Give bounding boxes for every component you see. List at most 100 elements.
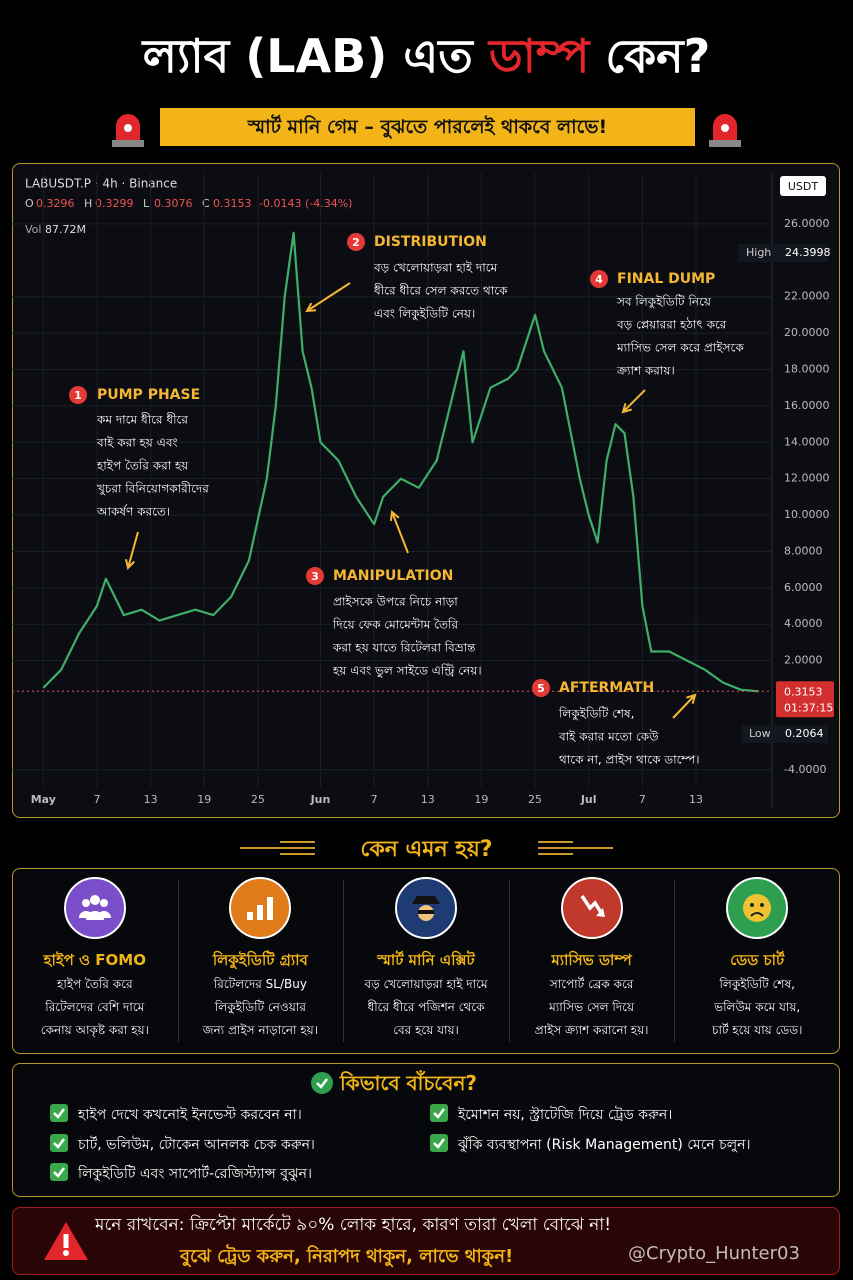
annotation-text: থাকে না, প্রাইস থাকে ডাম্পে। [559,753,700,767]
icon [63,877,126,939]
last-price: 0.3153 [784,685,823,698]
annotation-text: লিকুইডিটি শেষ, [558,707,634,722]
annotation-title: PUMP PHASE [97,387,200,403]
x-tick-label: 13 [689,793,703,806]
tip-text: ইমোশন নয়, স্ট্রাটেজি দিয়ে ট্রেড করুন। [458,1107,673,1123]
tip-text: ঝুঁকি ব্যবস্থাপনা (Risk Management) মেনে… [458,1137,751,1153]
annotation-badge [532,679,550,697]
card-divider [508,880,510,1042]
card-text: রিটেলদের SL/Buy [213,977,307,991]
card-text: লিকুইডিটি নেওয়ার [214,1000,306,1014]
card-icon [560,876,624,940]
annotation-text: হাইপ তৈরি করা হয় [96,459,189,473]
card-text: রিটেলদের বেশি দামে [45,1000,145,1014]
annotation-text: আকর্ষণ করতে। [96,505,170,519]
chart-panel [12,163,840,818]
annotation-arrow [621,389,646,414]
y-tick-label: 10.0000 [784,508,830,521]
section-title: কেন এমন হয়? [360,837,493,862]
annotation-badge [69,386,87,404]
title-part: কেন? [605,29,711,83]
section-decoration [240,841,613,855]
card-divider [674,880,676,1042]
icon [229,877,292,939]
tip-check [430,1104,448,1122]
volume-label: Vol [25,223,41,236]
card-icon [63,876,127,940]
title-highlight: ডাম্প [488,29,590,83]
currency: USDT [788,180,819,193]
annotation-badge [306,567,324,585]
annotation-text: খুচরা বিনিয়োগকারীদের [97,482,209,497]
check-glyph [53,1138,65,1149]
annotation-text: ক্র্যাশ করায়। [616,364,675,378]
ohlc-label: H [84,197,92,210]
ohlc-value: 0.3153 [213,197,252,210]
icon [726,877,789,939]
check-glyph [53,1167,65,1178]
tip-text: চার্ট, ভলিউম, টোকেন আনলক চেক করুন। [78,1137,315,1153]
card-divider [177,880,179,1042]
ohlc-value: 0.3296 [36,197,75,210]
x-tick-label: Jun [310,793,331,806]
card-text: ধীরে ধীরে পজিশন থেকে [367,1000,485,1014]
annotation-text: ধীরে ধীরে সেল করতে থাকে [374,284,508,298]
card-icon [394,876,458,940]
low-label: Low [749,727,771,740]
tips-title: কিভাবে বাঁচবেন? [340,1071,477,1095]
annotation-text: এবং লিকুইডিটি নেয়। [374,307,475,322]
card-text: ম্যাসিভ সেল দিয়ে [549,1000,635,1014]
y-tick-label: 18.0000 [784,362,830,375]
subtitle: স্মার্ট মানি গেম – বুঝতে পারলেই থাকবে লা… [160,108,695,146]
ohlc-label: L [143,197,150,210]
card-text: হাইপ তৈরি করে [57,977,133,991]
ohlc-value: 0.3299 [95,197,134,210]
change: -0.0143 (-4.34%) [259,197,352,210]
card-title: হাইপ ও FOMO [43,951,146,969]
symbol: LABUSDT.P · 4h · Binance [25,177,177,191]
card-text: বের হয়ে যায়। [393,1023,459,1037]
x-tick-label: 7 [93,793,100,806]
title: ল্যাব (LAB) এত ডাম্প কেন? [0,22,853,98]
currency-box [780,176,826,196]
annotation-text: বড় খেলোয়াড়রা হাই দামে [373,261,498,275]
y-tick-label: 4.0000 [784,617,823,630]
y-tick-label: -4.0000 [784,763,826,776]
y-tick-label: 26.0000 [784,217,830,230]
title-part: ল্যাব (LAB) এত [142,29,473,83]
annotation-title: FINAL DUMP [617,271,715,287]
annotation-title: DISTRIBUTION [374,234,487,250]
ohlc-value: 0.3076 [154,197,193,210]
annotation-text: বাই করার মতো কেউ [558,730,659,744]
card-text: জন্য প্রাইস নাড়ানো হয়। [202,1023,319,1037]
tip-check [50,1163,68,1181]
annotation-text: বাই করা হয় এবং [96,436,178,450]
card-text: ভলিউম কমে যায়, [714,1000,801,1014]
y-tick-label: 12.0000 [784,472,830,485]
annotation-title: AFTERMATH [559,680,654,696]
check-glyph [316,1078,328,1089]
annotation-text: ম্যাসিভ সেল করে প্রাইসকে [616,341,744,355]
high-label: High [746,246,771,259]
annotation-number: 2 [352,236,360,249]
x-tick-label: May [31,793,56,806]
card-title: ডেড চার্ট [730,951,785,969]
x-tick-label: 13 [421,793,435,806]
annotation-number: 1 [74,389,82,402]
check-glyph [53,1108,65,1119]
annotation-text: হয় এবং ভুল সাইডে এন্ট্রি নেয়। [332,664,482,679]
annotation-arrow [672,693,697,719]
annotation-number: 3 [311,570,319,583]
siren-icon [112,114,144,147]
card-text: কেনায় আকৃষ্ট করা হয়। [40,1023,149,1037]
annotation-text: দিয়ে ফেক মোমেন্টাম তৈরি [332,618,458,632]
card-title: স্মার্ট মানি এক্সিট [377,951,475,969]
warning-icon [44,1222,88,1260]
card-text: লিকুইডিটি শেষ, [719,977,795,991]
footer-panel [12,1207,840,1275]
icon [560,877,623,939]
x-tick-label: 25 [251,793,265,806]
card-icon [228,876,292,940]
y-tick-label: 14.0000 [784,435,830,448]
